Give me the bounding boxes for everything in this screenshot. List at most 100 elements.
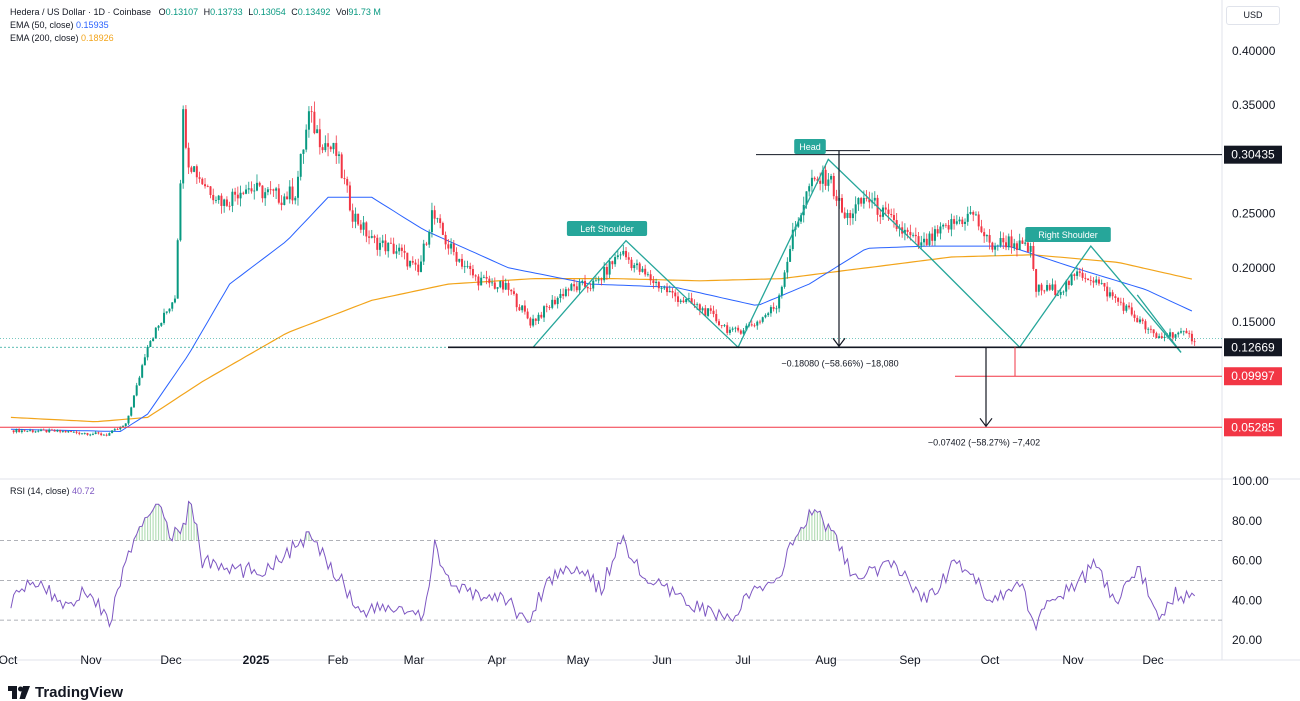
candle-body bbox=[316, 129, 319, 134]
candle-body bbox=[969, 212, 972, 214]
candle-body bbox=[1065, 281, 1068, 292]
time-axis: Oct Nov Dec 2025 Feb Mar Apr May Jun Jul Aug Sep Oct… bbox=[0, 653, 1164, 667]
close-label: C bbox=[291, 7, 298, 17]
candle-body bbox=[116, 429, 119, 430]
candle-body bbox=[488, 278, 491, 284]
candle-body bbox=[234, 191, 237, 195]
rsi-line bbox=[10, 500, 1196, 632]
candle-body bbox=[272, 189, 275, 191]
rsi-tick-label: 40.00 bbox=[1232, 593, 1262, 607]
candle-body bbox=[1024, 242, 1027, 244]
candle-body bbox=[417, 264, 420, 272]
candle-body bbox=[29, 430, 32, 432]
candle-body bbox=[362, 222, 365, 230]
candle-body bbox=[835, 196, 838, 201]
candle-body bbox=[384, 240, 387, 252]
candle-body bbox=[34, 431, 37, 433]
price-grid bbox=[0, 0, 1300, 661]
candle-body bbox=[299, 153, 302, 177]
measurement-label-1: −0.18080 (−58.66%) −18,080 bbox=[781, 358, 898, 368]
candle-body bbox=[548, 307, 551, 308]
currency-button[interactable]: USD bbox=[1226, 6, 1280, 25]
candle-body bbox=[564, 289, 567, 296]
candle-body bbox=[646, 274, 649, 276]
candle-body bbox=[1059, 291, 1062, 295]
candle-body bbox=[184, 109, 187, 148]
measure-arrow-2-head bbox=[979, 417, 993, 428]
ema50-legend[interactable]: EMA (50, close) 0.15935 bbox=[10, 19, 384, 32]
candle-body bbox=[1108, 292, 1111, 297]
time-tick-label: Oct bbox=[0, 653, 18, 667]
candle-body bbox=[824, 169, 827, 186]
candle-body bbox=[720, 325, 723, 326]
candle-body bbox=[400, 247, 403, 251]
candle-body bbox=[26, 430, 29, 432]
candle-body bbox=[50, 429, 53, 431]
candle-body bbox=[496, 287, 499, 289]
candle-body bbox=[734, 327, 737, 329]
time-tick-label: Dec bbox=[1142, 653, 1163, 667]
candle-body bbox=[1095, 279, 1098, 283]
candle-body bbox=[1081, 272, 1084, 278]
candle-body bbox=[387, 242, 390, 252]
candle-body bbox=[266, 189, 269, 193]
candle-body bbox=[389, 242, 392, 244]
candle-body bbox=[696, 304, 699, 306]
candle-body bbox=[64, 431, 67, 433]
candle-body bbox=[1193, 341, 1196, 343]
rsi-label: RSI (14, close) bbox=[10, 486, 70, 496]
candle-body bbox=[1032, 245, 1035, 270]
candle-body bbox=[193, 166, 196, 172]
candle-body bbox=[321, 147, 324, 151]
candle-body bbox=[97, 432, 100, 434]
candle-body bbox=[91, 433, 94, 435]
candle-body bbox=[682, 300, 685, 303]
candle-body bbox=[491, 282, 494, 284]
left-shoulder-label: Left Shoulder bbox=[580, 224, 634, 234]
candle-body bbox=[127, 415, 130, 424]
candle-body bbox=[1092, 280, 1095, 283]
tradingview-logo[interactable]: TradingView bbox=[8, 684, 123, 701]
candle-body bbox=[286, 196, 289, 200]
time-tick-label: Oct bbox=[981, 653, 1000, 667]
high-label: H bbox=[203, 7, 211, 17]
candle-body bbox=[532, 318, 535, 326]
candle-body bbox=[70, 431, 73, 432]
candle-body bbox=[622, 250, 625, 255]
candle-body bbox=[739, 330, 742, 334]
candle-body bbox=[821, 169, 824, 184]
time-tick-label: Nov bbox=[80, 653, 101, 667]
candle-body bbox=[187, 147, 190, 168]
head-label-bg bbox=[794, 139, 826, 154]
candle-body bbox=[1103, 282, 1106, 287]
candle-body bbox=[903, 229, 906, 234]
ema200-legend[interactable]: EMA (200, close) 0.18926 bbox=[10, 32, 384, 45]
candle-body bbox=[758, 321, 761, 323]
candle-body bbox=[750, 324, 753, 326]
candle-body bbox=[1179, 331, 1182, 333]
time-tick-label: Apr bbox=[488, 653, 507, 667]
low-value: 0.13054 bbox=[253, 7, 286, 17]
candle-body bbox=[936, 229, 939, 234]
candle-body bbox=[220, 195, 223, 206]
candle-body bbox=[958, 219, 961, 222]
price-marker-bg bbox=[1224, 145, 1282, 164]
brand-name: TradingView bbox=[35, 684, 124, 701]
ohlc-row: Hedera / US Dollar · 1D · Coinbase O0.13… bbox=[10, 6, 384, 19]
candle-body bbox=[950, 219, 953, 230]
candle-body bbox=[283, 196, 286, 205]
candle-body bbox=[851, 213, 854, 219]
rsi-legend[interactable]: RSI (14, close) 40.72 bbox=[10, 486, 95, 496]
candle-body bbox=[83, 433, 86, 434]
time-tick-label: Dec bbox=[160, 653, 181, 667]
candle-body bbox=[1073, 274, 1076, 276]
price-tick-label: 0.20000 bbox=[1232, 261, 1276, 275]
candle-body bbox=[518, 307, 521, 311]
candle-body bbox=[1046, 284, 1049, 291]
candle-body bbox=[318, 129, 321, 148]
candle-body bbox=[450, 243, 453, 249]
candle-body bbox=[1021, 240, 1024, 244]
candle-body bbox=[428, 232, 431, 245]
symbol-title[interactable]: Hedera / US Dollar · 1D · Coinbase bbox=[10, 7, 152, 17]
